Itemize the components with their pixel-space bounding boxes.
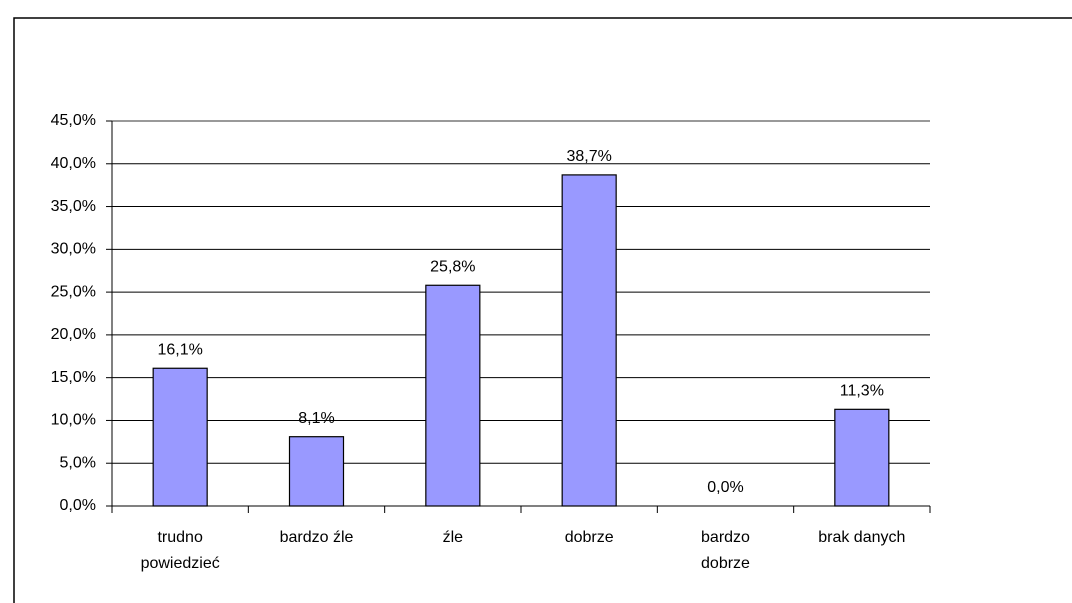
bar [561, 174, 617, 507]
y-tick-label: 25,0% [51, 283, 96, 300]
y-tick-label: 40,0% [51, 155, 96, 172]
data-label: 38,7% [566, 148, 611, 165]
x-tick-label: trudno powiedzieć [141, 529, 220, 572]
y-tick-label: 5,0% [60, 454, 96, 471]
y-tick-label: 0,0% [60, 497, 96, 514]
data-label: 0,0% [707, 479, 743, 496]
x-tick-label: bardzo źle [280, 529, 354, 546]
bar [834, 408, 890, 507]
y-tick-label: 30,0% [51, 241, 96, 258]
y-tick-label: 15,0% [51, 369, 96, 386]
y-tick-label: 35,0% [51, 198, 96, 215]
y-tick-label: 20,0% [51, 326, 96, 343]
y-tick-label: 10,0% [51, 412, 96, 429]
bar [288, 436, 345, 507]
x-tick-label: źle [443, 529, 464, 546]
bar [152, 367, 208, 507]
data-label: 25,8% [430, 258, 475, 275]
x-tick-label: dobrze [565, 529, 614, 546]
x-tick-label: bardzo dobrze [701, 529, 750, 572]
x-tick-label: brak danych [818, 529, 905, 546]
y-tick-label: 45,0% [51, 112, 96, 129]
data-label: 16,1% [157, 341, 202, 358]
data-label: 11,3% [840, 383, 884, 400]
data-label: 8,1% [298, 410, 334, 427]
chart-border [13, 17, 1072, 603]
bar [425, 284, 481, 507]
